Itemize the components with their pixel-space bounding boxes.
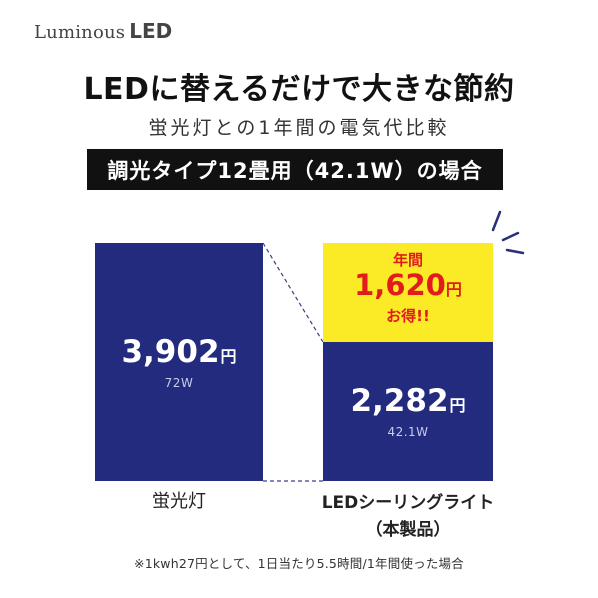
condition-banner: 調光タイプ12畳用（42.1W）の場合 xyxy=(87,149,503,190)
savings-amount: 1,620円 xyxy=(323,270,493,305)
savings-label-top: 年間 xyxy=(392,251,423,269)
bar-value-led: 2,282円 xyxy=(323,383,493,419)
brand-logo: Luminous LED xyxy=(34,19,172,43)
brand-logo-script: Luminous xyxy=(34,22,126,43)
headline: LEDに替えるだけで大きな節約 xyxy=(83,72,515,107)
watt-label-fluorescent: 72W xyxy=(164,376,194,390)
footnote: ※1kwh27円として、1日当たり5.5時間/1年間使った場合 xyxy=(134,556,464,571)
category-label-led-line2: （本製品） xyxy=(365,520,451,540)
subtitle: 蛍光灯との1年間の電気代比較 xyxy=(148,117,450,139)
category-label-led-line1: LEDシーリングライト xyxy=(321,493,495,513)
spark-lines xyxy=(491,210,525,255)
value-label-led: 2,282 xyxy=(350,383,449,419)
bar-value-fluorescent: 3,902円 xyxy=(95,334,263,370)
savings-amount-unit: 円 xyxy=(445,280,462,299)
bar-fluorescent xyxy=(95,243,263,481)
savings-label-bottom: お得!! xyxy=(386,307,430,325)
category-label-fluorescent: 蛍光灯 xyxy=(152,491,206,512)
unit-label-fluorescent: 円 xyxy=(220,347,237,366)
unit-label-led: 円 xyxy=(449,396,466,415)
value-label-fluorescent: 3,902 xyxy=(121,334,220,370)
watt-label-led: 42.1W xyxy=(387,425,429,439)
category-label-led: LEDシーリングライト （本製品） xyxy=(303,488,513,540)
bar-led xyxy=(323,342,493,481)
brand-logo-led: LED xyxy=(129,19,173,43)
savings-amount-value: 1,620 xyxy=(354,268,446,302)
connector-top-dash xyxy=(262,242,324,343)
savings-box: 年間 1,620円 お得!! xyxy=(323,243,493,342)
